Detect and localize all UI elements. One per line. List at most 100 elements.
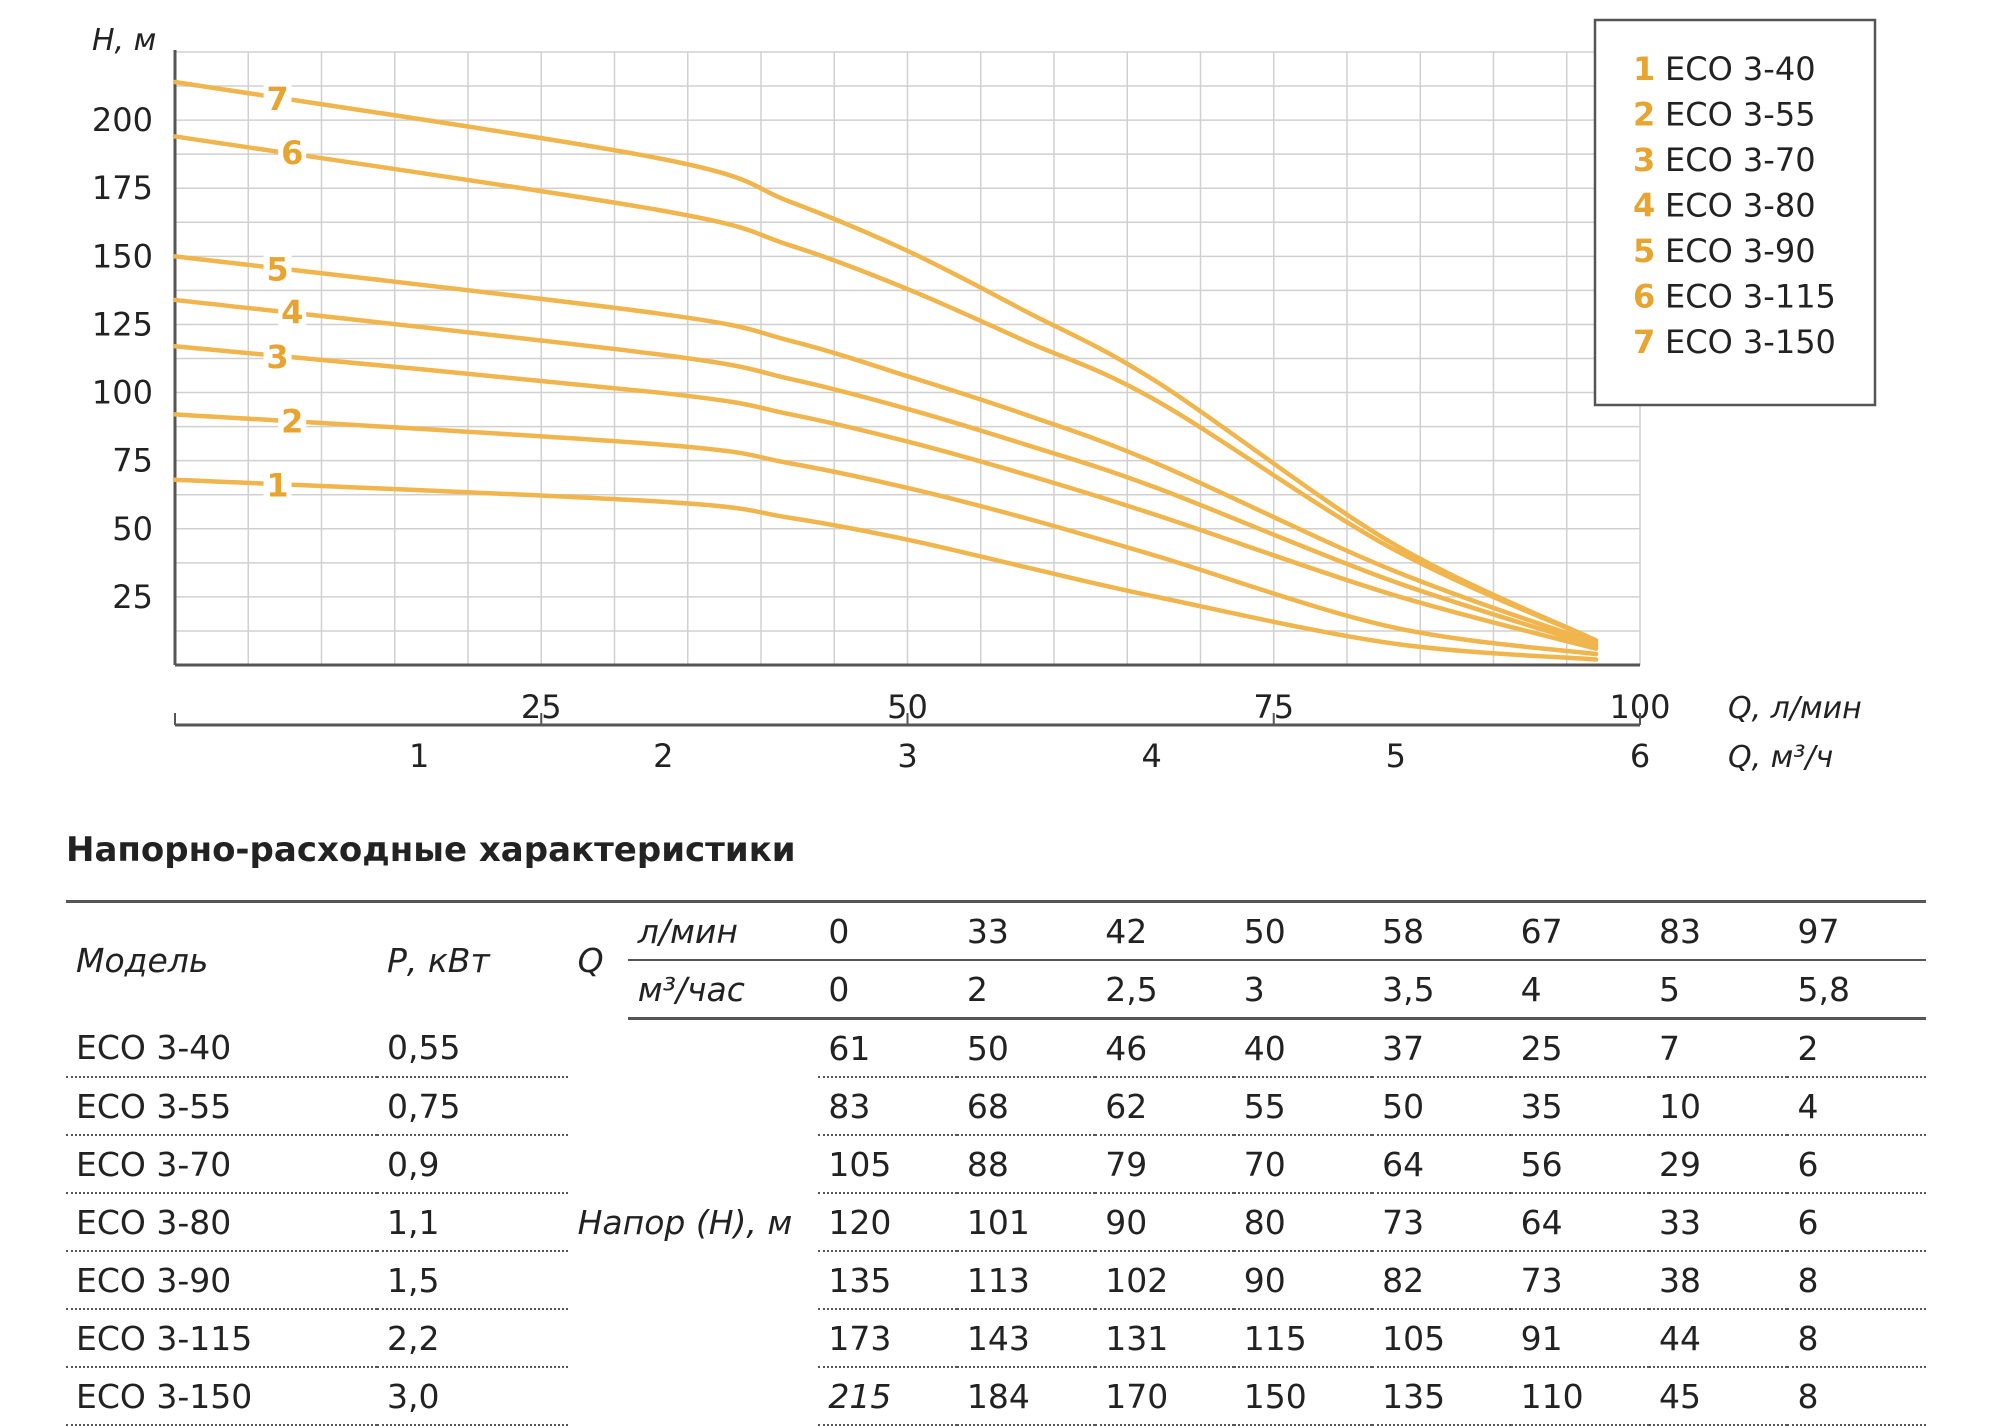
cell-head-value: 35 (1510, 1077, 1650, 1136)
cell-head-value: 110 (1510, 1367, 1650, 1426)
x2-tick-label: 1 (409, 737, 429, 775)
y-tick-label: 50 (112, 510, 153, 548)
cell-head-value: 50 (1372, 1077, 1511, 1136)
series-label-bg (278, 132, 307, 171)
cell-head-value: 2 (1787, 1018, 1926, 1078)
table-row: ECO 3-90 1,5 135 113 102 90 82 73 38 8 (66, 1251, 1926, 1310)
header-unit-lpm: л/мин (627, 900, 819, 960)
series-line-7 (172, 79, 1599, 643)
series-label-2: 2 (281, 403, 303, 441)
cell-power: 0,75 (377, 1077, 568, 1136)
series-label-5: 5 (266, 250, 288, 288)
series-label-7: 7 (266, 80, 288, 118)
header-m3h-value: 3,5 (1372, 959, 1511, 1020)
cell-power: 0,9 (377, 1135, 568, 1194)
header-lpm-value: 83 (1649, 900, 1788, 960)
cell-head-value: 113 (956, 1251, 1096, 1310)
cell-power: 0,55 (377, 1018, 568, 1078)
x2-axis-title: Q, м³/ч (1728, 740, 1833, 775)
cell-head-value: 82 (1372, 1251, 1511, 1310)
cell-head-value: 25 (1510, 1018, 1650, 1078)
series-line-3 (172, 343, 1599, 651)
cell-head-value: 6 (1787, 1193, 1926, 1252)
cell-head-value: 56 (1510, 1135, 1650, 1194)
table-row: ECO 3-40 0,55 Напор (Н), м 61 50 46 40 37 25 7 2 (66, 1018, 1926, 1242)
x-axis-title: Q, л/мин (1728, 691, 1862, 726)
legend-number-2: 2 (1633, 96, 1655, 134)
legend-number-1: 1 (1633, 50, 1655, 88)
header-lpm-value: 33 (956, 900, 1096, 960)
cell-head-value: 73 (1372, 1193, 1511, 1252)
cell-head-value: 173 (818, 1309, 957, 1368)
header-m3h-value: 0 (818, 959, 957, 1020)
series-line-5 (172, 254, 1599, 646)
legend-number-3: 3 (1633, 141, 1655, 179)
series-line-1 (172, 477, 1599, 662)
chart-curves: 1 2 3 4 5 6 7 (172, 78, 1599, 662)
cell-head-value: 120 (818, 1193, 957, 1252)
header-m3h-value: 2 (956, 959, 1096, 1020)
cell-head-value: 102 (1095, 1251, 1234, 1310)
legend-number-5: 5 (1633, 232, 1655, 270)
series-label-3: 3 (266, 338, 288, 376)
y-axis-title: H, м (92, 23, 156, 58)
x2-tick-label: 2 (653, 737, 673, 775)
header-m3h-value: 4 (1510, 959, 1650, 1020)
cell-head-value: 68 (956, 1077, 1096, 1136)
cell-model: ECO 3-150 (66, 1367, 377, 1426)
cell-model: ECO 3-90 (66, 1251, 377, 1310)
cell-head-value: 50 (956, 1018, 1096, 1078)
legend-entry-4: ECO 3-80 (1665, 187, 1816, 225)
header-unit-m3h: м³/час (627, 959, 819, 1020)
table-row: ECO 3-150 3,0 215 184 170 150 135 110 45 8 (66, 1367, 1926, 1426)
cell-head-value: 115 (1233, 1309, 1373, 1368)
cell-head-value: 33 (1649, 1193, 1788, 1252)
cell-head-value: 44 (1649, 1309, 1788, 1368)
cell-head-value: 150 (1233, 1367, 1373, 1426)
cell-head-value: 70 (1233, 1135, 1373, 1194)
header-m3h-value: 2,5 (1095, 959, 1234, 1020)
cell-head-value: 55 (1233, 1077, 1373, 1136)
series-label-bg (278, 291, 307, 330)
series-label-4: 4 (281, 293, 303, 331)
series-line-2 (172, 412, 1599, 657)
cell-head-value: 40 (1233, 1018, 1373, 1078)
cell-head-value: 105 (1372, 1309, 1511, 1368)
cell-head-value: 184 (956, 1367, 1096, 1426)
cell-head-value: 62 (1095, 1077, 1234, 1136)
legend-entry-3: ECO 3-70 (1665, 141, 1816, 179)
legend-number-6: 6 (1633, 278, 1655, 316)
series-label-bg (263, 78, 292, 117)
x2-tick-label: 6 (1630, 737, 1650, 775)
y-tick-label: 100 (92, 374, 153, 412)
x2-tick-label: 5 (1386, 737, 1406, 775)
cell-head-value: 45 (1649, 1367, 1788, 1426)
cell-head-value: 8 (1787, 1309, 1926, 1368)
header-m3h-value: 5 (1649, 959, 1788, 1020)
series-label-bg (263, 336, 292, 375)
cell-head-value: 105 (818, 1135, 957, 1194)
legend-number-4: 4 (1633, 187, 1655, 225)
y-tick-label: 25 (112, 578, 153, 616)
cell-head-value: 64 (1372, 1135, 1511, 1194)
series-label-bg (263, 248, 292, 287)
series-label-bg (263, 464, 292, 503)
table-row: ECO 3-70 0,9 105 88 79 70 64 56 29 6 (66, 1135, 1926, 1194)
table-title: Напорно-расходные характеристики (66, 830, 796, 870)
cell-model: ECO 3-40 (66, 1018, 377, 1078)
y-tick-label: 200 (92, 101, 153, 139)
cell-head-value: 37 (1372, 1018, 1511, 1078)
legend-box (1593, 18, 1877, 407)
header-q: Q (567, 900, 628, 1019)
header-lpm-value: 50 (1233, 900, 1373, 960)
cell-power: 3,0 (377, 1367, 568, 1426)
x2-tick-label: 3 (897, 737, 917, 775)
header-lpm-value: 0 (818, 900, 957, 960)
legend-entry-6: ECO 3-115 (1665, 278, 1836, 316)
cell-head-value: 170 (1095, 1367, 1234, 1426)
cell-head-value: 88 (956, 1135, 1096, 1194)
series-label-6: 6 (281, 134, 303, 172)
table-header-row: м³/час 0 2 2,5 3 3,5 4 5 5,8 (66, 959, 1926, 1020)
